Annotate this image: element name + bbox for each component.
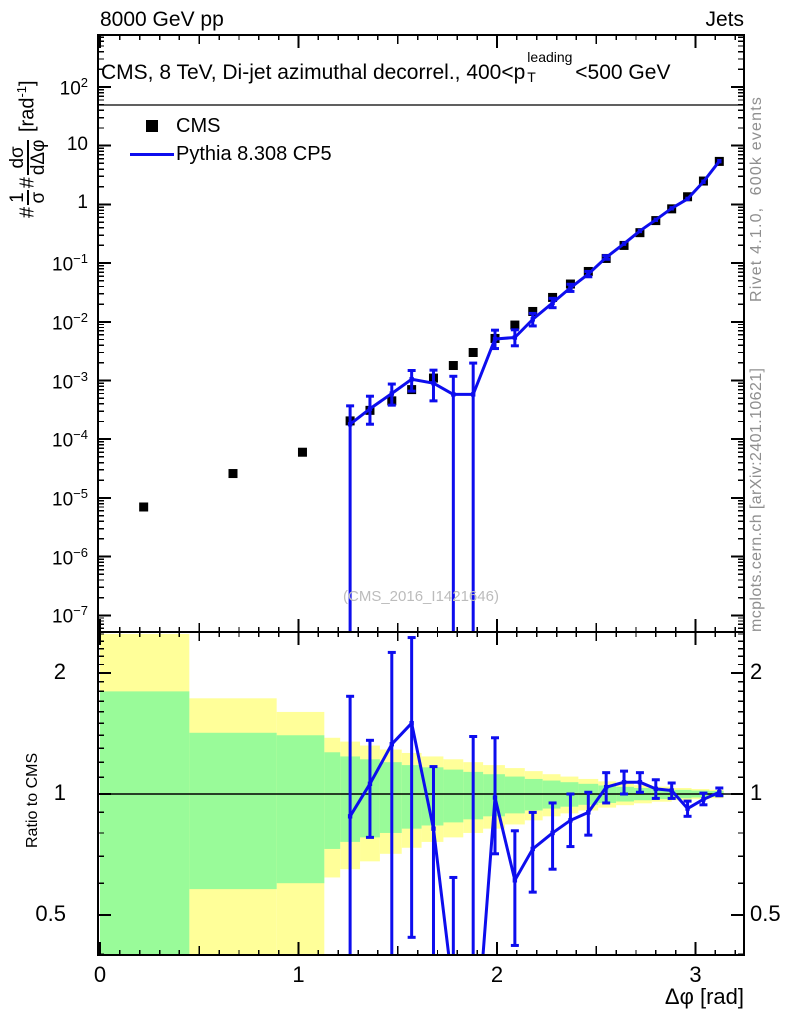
y-tick-label: 10 [66,133,88,155]
pythia-line-icon [128,152,176,156]
pt-subscript: T [527,68,536,85]
pt-superscript-stack: leading T [525,49,575,84]
ratio-tick-label-left: 2 [53,658,66,684]
ylabel-unit: [rad [16,97,39,138]
y-tick-label: 10−3 [52,368,88,393]
process-label: Jets [705,8,744,31]
ratio-tick-label-right: 0.5 [750,901,781,926]
legend-label-pythia: Pythia 8.308 CP5 [176,142,332,165]
y-tick-label: 10−1 [52,251,88,276]
y-tick-label: 10−2 [52,309,88,335]
y-tick-label: 10−4 [52,427,88,452]
x-tick-label: 3 [689,962,702,987]
beam-label: 8000 GeV pp [100,8,224,31]
plot-title: CMS, 8 TeV, Di-jet azimuthal decorrel., … [101,49,671,85]
y-tick-label: 1 [77,192,88,214]
pt-superscript: leading [527,49,573,66]
ylabel-frac2-num: dσ [7,139,30,176]
ylabel-unit-exp: -1 [14,85,29,98]
x-axis-label: Δφ [rad] [664,984,744,1009]
x-tick-label: 2 [490,962,504,987]
rivet-version-note: Rivet 4.1.0, 600k events [748,95,765,302]
x-tick-label: 1 [292,962,305,987]
y-tick-label: 10−5 [52,485,88,511]
y-tick-label: 10−7 [52,603,88,628]
y-tick-label: 102 [59,75,88,100]
ylabel-hash2: # [16,177,39,189]
x-tick-label: 0 [93,962,107,987]
ratio-tick-label-left: 1 [53,780,66,805]
ylabel-frac1-num: 1 [7,190,30,205]
plot-title-suffix: <500 GeV [575,61,671,84]
cms-square-marker-icon [128,120,176,132]
legend-label-cms: CMS [176,114,221,137]
y-tick-label: 10−6 [52,544,88,569]
ratio-tick-label-right: 1 [750,780,763,805]
legend-item-pythia: Pythia 8.308 CP5 [128,140,332,168]
legend-item-cms: CMS [128,112,220,140]
plot-title-text: CMS, 8 TeV, Di-jet azimuthal decorrel., … [101,61,526,84]
mcplots-arxiv-note: mcplots.cern.ch [arXiv:2401.10621] [748,367,765,632]
ratio-tick-label-right: 2 [750,658,763,684]
ratio-tick-label-left: 0.5 [35,901,66,926]
analysis-watermark: (CMS_2016_I1421646) [343,588,499,605]
